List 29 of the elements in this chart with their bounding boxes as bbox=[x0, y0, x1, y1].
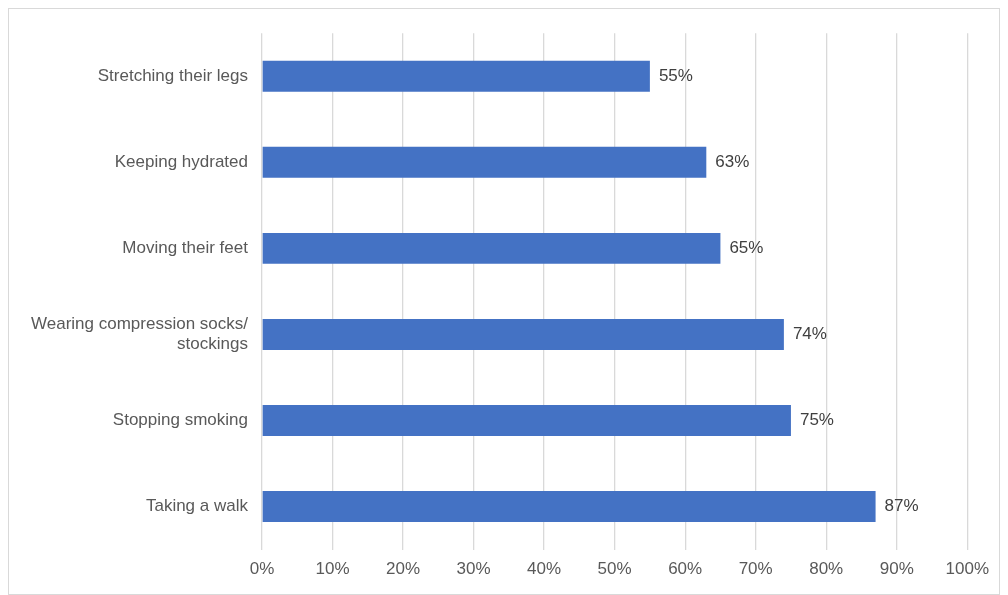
data-label: 65% bbox=[729, 238, 764, 258]
y-tick-label: Wearing compression socks/ stockings bbox=[30, 313, 249, 354]
x-tick-label: 20% bbox=[386, 559, 421, 579]
x-tick-label: 70% bbox=[738, 559, 773, 579]
bar bbox=[262, 146, 707, 178]
x-tick-label: 90% bbox=[879, 559, 914, 579]
x-tick-label: 100% bbox=[945, 559, 989, 579]
y-tick-label: Taking a walk bbox=[145, 496, 249, 516]
bar bbox=[262, 60, 650, 92]
bar bbox=[262, 232, 721, 264]
x-tick-label: 60% bbox=[668, 559, 703, 579]
data-label: 74% bbox=[792, 324, 827, 344]
x-tick-label: 10% bbox=[315, 559, 350, 579]
y-tick-label: Stopping smoking bbox=[112, 410, 248, 430]
y-tick-label: Moving their feet bbox=[122, 238, 249, 258]
x-tick-label: 0% bbox=[249, 559, 275, 579]
y-tick-label: Stretching their legs bbox=[97, 65, 248, 85]
bar bbox=[262, 405, 791, 436]
x-tick-label: 50% bbox=[597, 559, 632, 579]
x-tick-label: 40% bbox=[527, 559, 562, 579]
bar bbox=[262, 491, 876, 523]
x-tick-label: 80% bbox=[809, 559, 844, 579]
bar bbox=[262, 318, 784, 350]
x-tick-label: 30% bbox=[456, 559, 491, 579]
data-label: 87% bbox=[884, 496, 919, 516]
data-label: 75% bbox=[799, 410, 834, 430]
data-label: 63% bbox=[715, 151, 750, 171]
y-tick-label: Keeping hydrated bbox=[114, 151, 248, 171]
data-label: 55% bbox=[658, 65, 693, 85]
